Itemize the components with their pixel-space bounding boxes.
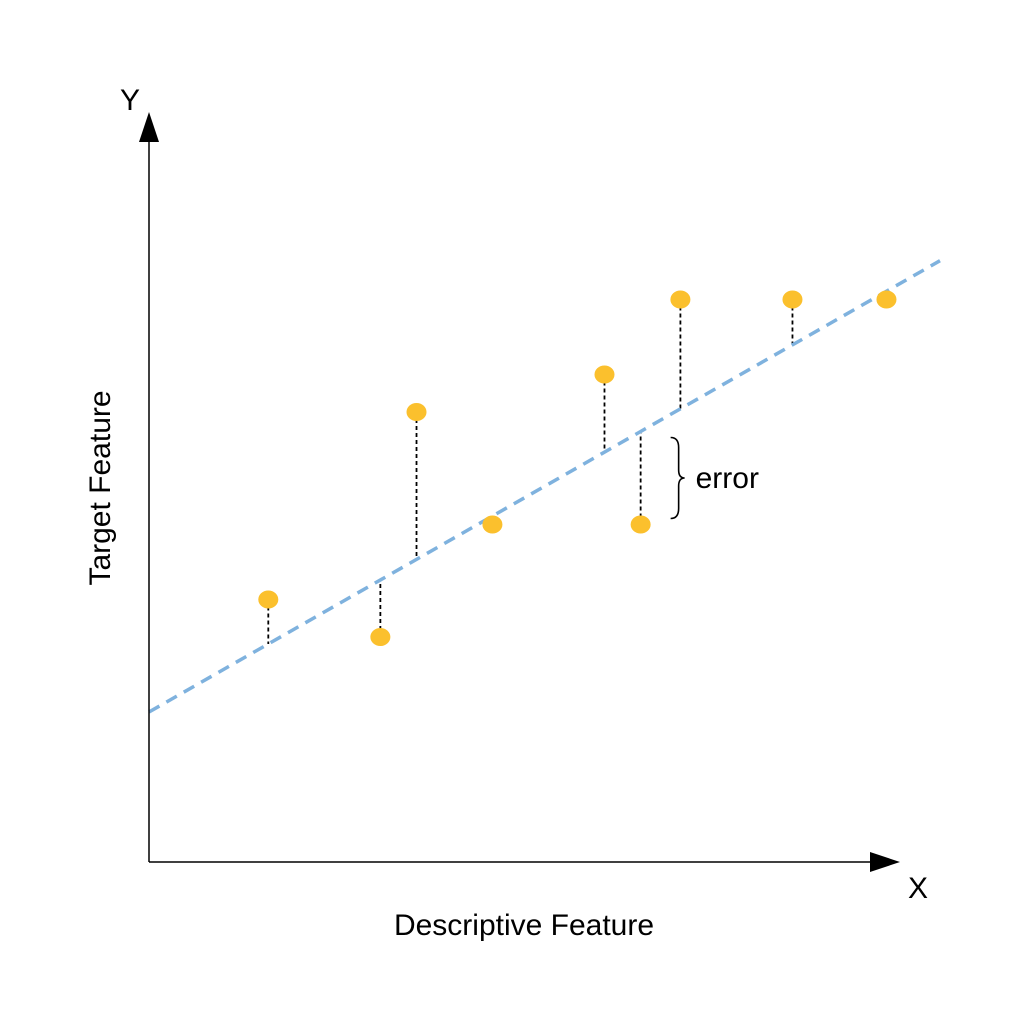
error-label: error — [696, 462, 759, 495]
data-point — [482, 515, 503, 534]
data-point — [630, 515, 651, 534]
data-point — [594, 365, 615, 384]
data-point — [370, 628, 391, 646]
data-points — [258, 290, 897, 646]
data-point — [876, 290, 897, 309]
x-axis-title: Descriptive Feature — [394, 909, 654, 942]
data-point — [670, 290, 691, 309]
fit-line-layer — [148, 259, 941, 714]
y-axis-arrowhead — [139, 112, 159, 142]
data-point — [406, 403, 427, 421]
regression-line — [148, 259, 941, 714]
y-axis-title: Target Feature — [84, 390, 117, 585]
data-point — [258, 590, 279, 609]
x-axis-arrowhead — [870, 852, 900, 872]
data-point — [782, 290, 803, 309]
x-axis-letter: X — [908, 872, 928, 905]
y-axis-letter: Y — [120, 84, 140, 117]
error-brace — [670, 436, 685, 520]
